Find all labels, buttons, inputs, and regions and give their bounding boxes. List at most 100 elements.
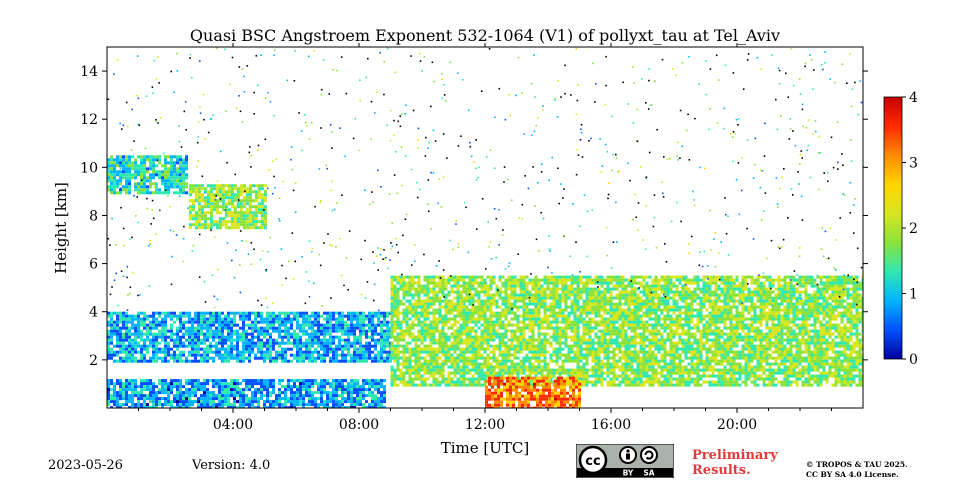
heatmap-cell-2 (356, 326, 359, 330)
heatmap-cell-0 (170, 182, 173, 186)
heatmap-cell-3 (438, 332, 442, 336)
heatmap-cell-3 (486, 362, 490, 366)
heatmap-cell-3 (528, 344, 532, 348)
heatmap-cell-3 (510, 344, 514, 348)
heatmap-cell-1 (218, 184, 222, 188)
heatmap-cell-3 (435, 275, 439, 279)
heatmap-cell-2 (149, 323, 152, 327)
heatmap-cell-3 (411, 302, 415, 306)
heatmap-cell-3 (573, 332, 577, 336)
heatmap-cell-2 (317, 329, 320, 333)
heatmap-cell-3 (642, 353, 646, 357)
heatmap-cell-2 (383, 344, 386, 348)
heatmap-cell-2 (224, 341, 227, 345)
heatmap-cell-3 (597, 350, 601, 354)
heatmap-cell-0 (179, 176, 182, 180)
heatmap-cell-3 (399, 323, 403, 327)
heatmap-cell-1 (212, 223, 216, 227)
heatmap-cell-3 (630, 323, 634, 327)
heatmap-cell-3 (444, 317, 448, 321)
heatmap-cell-2 (263, 332, 266, 336)
heatmap-cell-3 (603, 308, 607, 312)
heatmap-cell-1 (245, 220, 249, 224)
heatmap-cell-2 (218, 326, 221, 330)
heatmap-cell-3 (579, 287, 583, 291)
heatmap-cell-3 (480, 332, 484, 336)
heatmap-cell-2 (326, 329, 329, 333)
heatmap-cell-3 (624, 344, 628, 348)
heatmap-cell-3 (663, 383, 667, 387)
heatmap-cell-3 (582, 290, 586, 294)
heatmap-cell-2 (347, 329, 350, 333)
heatmap-cell-3 (543, 305, 547, 309)
heatmap-cell-2 (248, 323, 251, 327)
heatmap-cell-3 (453, 314, 457, 318)
heatmap-cell-3 (546, 314, 550, 318)
heatmap-cell-3 (594, 356, 598, 360)
heatmap-cell-0 (167, 191, 170, 195)
heatmap-cell-3 (681, 290, 685, 294)
heatmap-cell-3 (465, 347, 469, 351)
heatmap-cell-3 (489, 275, 493, 279)
heatmap-cell-1 (230, 223, 234, 227)
heatmap-cell-2 (107, 347, 110, 351)
heatmap-cell-3 (546, 275, 550, 279)
heatmap-cell-3 (585, 362, 589, 366)
heatmap-cell-0 (143, 158, 146, 162)
heatmap-cell-3 (534, 338, 538, 342)
heatmap-cell-1 (218, 190, 222, 194)
heatmap-cell-1 (221, 190, 225, 194)
heatmap-cell-1 (242, 205, 246, 209)
heatmap-cell-2 (305, 311, 308, 315)
heatmap-cell-3 (609, 365, 613, 369)
heatmap-cell-3 (546, 323, 550, 327)
heatmap-cell-3 (579, 296, 583, 300)
heatmap-cell-2 (233, 356, 236, 360)
heatmap-cell-3 (666, 293, 670, 297)
heatmap-cell-3 (672, 344, 676, 348)
heatmap-cell-3 (480, 275, 484, 279)
heatmap-cell-2 (224, 356, 227, 360)
heatmap-cell-2 (311, 359, 314, 363)
heatmap-cell-3 (603, 290, 607, 294)
heatmap-cell-3 (687, 293, 691, 297)
heatmap-cell-3 (585, 311, 589, 315)
heatmap-cell-2 (173, 344, 176, 348)
heatmap-cell-3 (633, 323, 637, 327)
heatmap-cell-3 (525, 365, 529, 369)
heatmap-cell-2 (269, 341, 272, 345)
heatmap-cell-2 (299, 344, 302, 348)
heatmap-cell-3 (525, 284, 529, 288)
heatmap-cell-3 (558, 344, 562, 348)
heatmap-cell-3 (483, 350, 487, 354)
heatmap-cell-2 (314, 341, 317, 345)
heatmap-cell-1 (245, 217, 249, 221)
heatmap-cell-2 (359, 335, 362, 339)
heatmap-cell-3 (624, 368, 628, 372)
heatmap-cell-3 (642, 365, 646, 369)
heatmap-cell-2 (164, 332, 167, 336)
heatmap-cell-3 (537, 311, 541, 315)
heatmap-cell-3 (534, 359, 538, 363)
heatmap-cell-3 (432, 326, 436, 330)
heatmap-cell-3 (465, 359, 469, 363)
heatmap-cell-3 (603, 377, 607, 381)
heatmap-cell-2 (194, 314, 197, 318)
heatmap-cell-3 (651, 281, 655, 285)
heatmap-cell-3 (579, 335, 583, 339)
heatmap-cell-2 (206, 344, 209, 348)
heatmap-cell-1 (227, 196, 231, 200)
heatmap-cell-3 (402, 284, 406, 288)
heatmap-cell-3 (675, 326, 679, 330)
heatmap-cell-3 (486, 305, 490, 309)
heatmap-cell-3 (627, 380, 631, 384)
heatmap-cell-2 (191, 335, 194, 339)
heatmap-cell-2 (365, 356, 368, 360)
heatmap-cell-3 (414, 344, 418, 348)
heatmap-cell-0 (146, 179, 149, 183)
heatmap-cell-3 (528, 290, 532, 294)
heatmap-cell-3 (390, 281, 394, 285)
heatmap-cell-3 (588, 296, 592, 300)
heatmap-cell-2 (281, 329, 284, 333)
heatmap-cell-2 (329, 332, 332, 336)
